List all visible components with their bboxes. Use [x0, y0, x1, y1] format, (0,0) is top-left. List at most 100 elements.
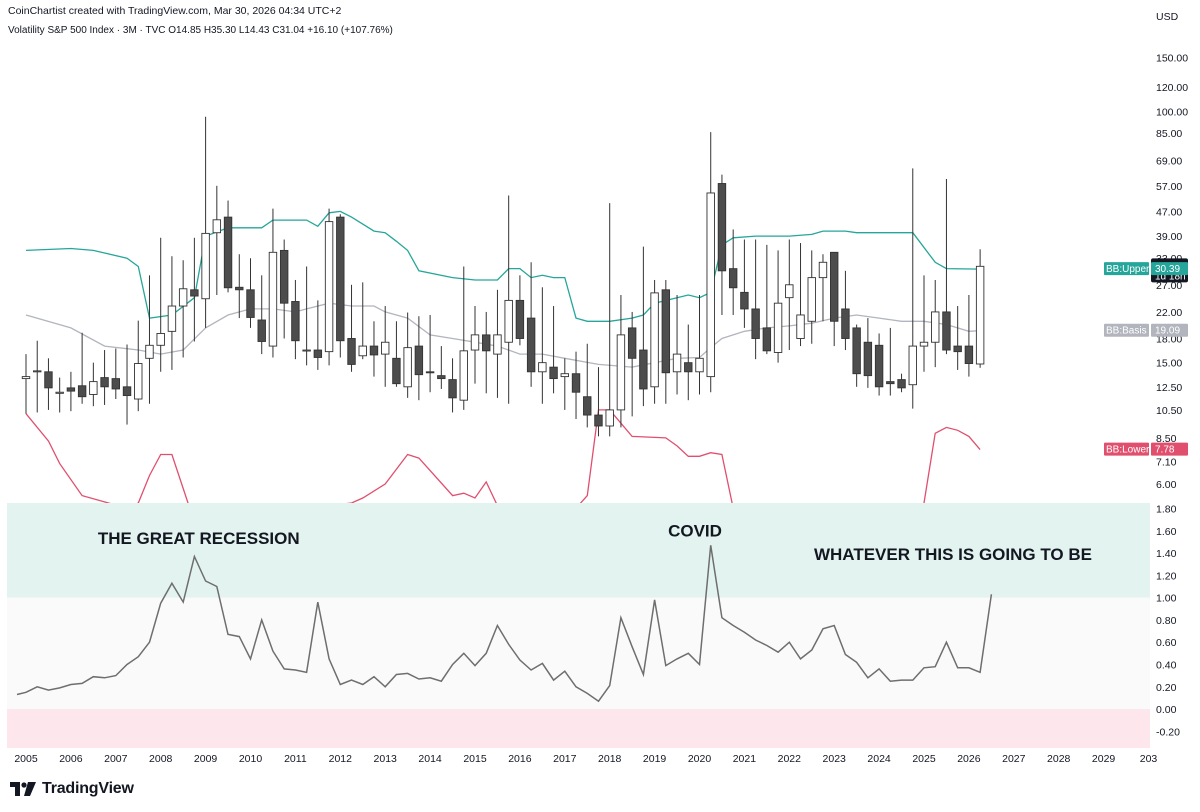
candle-body — [358, 345, 367, 357]
indicator-tag: BB:Lower 7.78 — [1104, 442, 1188, 456]
candle — [560, 358, 569, 410]
candle — [818, 254, 828, 322]
indicator-name-bg — [1104, 323, 1149, 337]
candle — [33, 340, 42, 413]
candle — [863, 318, 873, 388]
candle — [571, 351, 581, 420]
candle-body — [21, 376, 31, 380]
candle-body — [863, 341, 873, 377]
osc-tick-label: 0.60 — [1156, 637, 1177, 649]
candle — [953, 306, 962, 370]
candle — [975, 249, 985, 368]
candle — [156, 237, 165, 372]
candle — [313, 300, 323, 370]
candle-body — [437, 375, 446, 380]
tradingview-logo-icon — [10, 782, 36, 796]
time-tick-label: 2013 — [374, 753, 398, 765]
candle — [841, 270, 850, 351]
candle — [852, 324, 861, 387]
candle — [751, 239, 760, 360]
candle-body — [605, 409, 614, 427]
osc-tick-label: 0.00 — [1156, 704, 1177, 716]
candle — [178, 260, 188, 358]
osc-tick-label: 1.20 — [1156, 570, 1177, 582]
osc-tick-label: 1.00 — [1156, 593, 1177, 605]
annotation-label: WHATEVER THIS IS GOING TO BE — [814, 545, 1092, 564]
candle — [392, 321, 401, 387]
candle-body — [538, 362, 547, 373]
candle-body — [740, 291, 749, 310]
candle-body — [852, 327, 861, 375]
candle-body — [773, 302, 783, 353]
candle — [504, 195, 513, 404]
candle-body — [369, 345, 379, 356]
candle — [728, 229, 738, 315]
candle — [874, 333, 884, 396]
candle-body — [650, 292, 659, 388]
candle — [886, 327, 895, 396]
indicator-value-bg — [1151, 262, 1188, 276]
candle-body — [706, 192, 715, 378]
price-tick-label: 69.00 — [1156, 155, 1182, 167]
candle — [493, 289, 502, 398]
candle-body — [639, 349, 648, 390]
candle — [347, 284, 356, 372]
price-tags: 31.041d 18hBB:Upper30.39BB:Basis19.09BB:… — [1104, 258, 1188, 456]
candle-body — [324, 221, 334, 353]
candle-body — [336, 216, 345, 342]
candle — [369, 321, 379, 377]
price-tick-label: 6.00 — [1156, 479, 1177, 491]
candle-body — [145, 344, 154, 359]
candle-body — [246, 289, 255, 318]
candle-body — [403, 347, 412, 388]
indicator-name: BB:Upper — [1106, 264, 1150, 275]
candle — [594, 367, 603, 437]
candle-body — [684, 362, 693, 373]
oscillator-zone-1 — [7, 597, 1150, 710]
candle-body — [526, 317, 536, 373]
candle — [931, 279, 940, 368]
candle-body — [279, 249, 289, 304]
price-tick-label: 150.00 — [1156, 53, 1188, 65]
candle — [77, 332, 87, 404]
candle — [134, 320, 143, 412]
candle-body — [661, 289, 671, 374]
candle-body — [830, 251, 839, 322]
indicator-name: BB:Lower — [1106, 445, 1150, 456]
candle-body — [89, 381, 98, 395]
candle — [897, 373, 906, 393]
candle-body — [470, 334, 480, 351]
candle-body — [100, 377, 109, 388]
candle-body — [796, 314, 805, 339]
candle — [717, 174, 727, 315]
indicator-value: 19.09 — [1155, 326, 1180, 337]
time-tick-label: 2019 — [643, 753, 667, 765]
candle-body — [504, 299, 513, 343]
candle — [201, 116, 210, 328]
candle — [672, 294, 682, 395]
candle — [111, 348, 121, 400]
candle-body — [122, 386, 132, 397]
candle-body — [762, 327, 772, 352]
price-tick-label: 12.50 — [1156, 382, 1182, 394]
candle — [616, 294, 626, 428]
candle-body — [347, 338, 356, 365]
osc-tick-label: 0.20 — [1156, 682, 1177, 694]
candle-body — [482, 334, 491, 352]
bb-lower-line — [25, 409, 981, 503]
candle-body — [257, 319, 266, 342]
candle — [167, 256, 177, 370]
candle-body — [156, 333, 165, 346]
annotations: THE GREAT RECESSION COVID WHATEVER THIS IS… — [98, 521, 1092, 563]
candle-body — [291, 301, 300, 342]
candle — [324, 208, 334, 366]
indicator-value: 30.39 — [1155, 264, 1180, 275]
candle — [470, 306, 480, 384]
price-tick-label: 8.50 — [1156, 433, 1177, 445]
candle-body — [616, 334, 626, 411]
candle — [100, 350, 109, 405]
tradingview-brand[interactable]: TradingView — [10, 780, 134, 798]
price-axis: USD 150.00 120.00 100.00 85.00 69.00 57.00 47.0… — [1156, 11, 1188, 491]
time-tick-label: 2018 — [598, 753, 622, 765]
